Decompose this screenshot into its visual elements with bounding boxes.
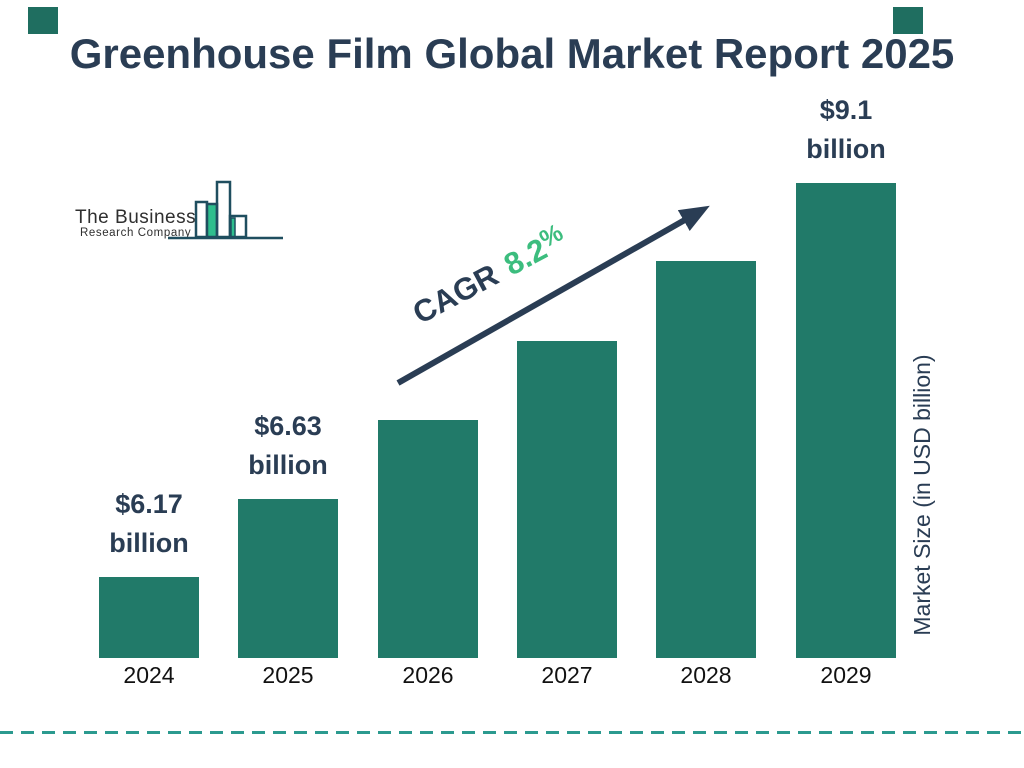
x-tick-2024: 2024	[123, 662, 175, 688]
cagr-value: 8.2%	[498, 219, 568, 283]
value-label-2025: $6.63 billion	[248, 411, 328, 480]
cagr-label: CAGR	[406, 256, 504, 331]
logo-name-line2: Research Company	[79, 227, 192, 239]
logo-text: The Business Research Company	[75, 208, 196, 242]
company-logo: The Business Research Company	[75, 180, 288, 242]
bar-2024	[99, 577, 199, 658]
x-tick-2027: 2027	[541, 662, 593, 688]
bottom-dashed-divider	[0, 731, 1024, 734]
corner-accent-right	[893, 7, 923, 34]
x-tick-2026: 2026	[402, 662, 454, 688]
bar-2027	[517, 341, 617, 658]
value-label-2029: $9.1 billion	[806, 95, 886, 164]
x-tick-2025: 2025	[262, 662, 314, 688]
x-tick-2029: 2029	[820, 662, 872, 688]
corner-accent-left	[28, 7, 58, 34]
bar-2029	[796, 183, 896, 658]
value-label-2024: $6.17 billion	[109, 489, 189, 558]
bar-2025	[238, 499, 338, 658]
logo-bars-icon	[168, 180, 284, 240]
bar-2028	[656, 261, 756, 658]
page-title: Greenhouse Film Global Market Report 202…	[69, 30, 955, 77]
logo-name-line1: The Business	[75, 207, 197, 228]
y-axis-label: Market Size (in USD billion)	[909, 354, 935, 636]
bar-2026	[378, 420, 478, 658]
x-tick-2028: 2028	[680, 662, 732, 688]
